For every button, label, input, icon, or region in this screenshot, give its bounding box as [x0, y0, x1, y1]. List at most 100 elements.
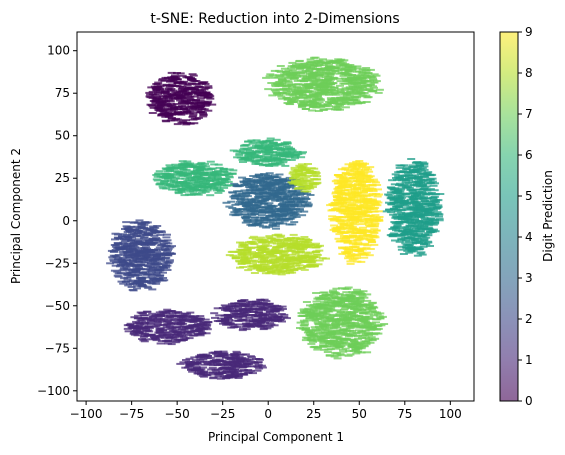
scatter-point: [295, 60, 304, 63]
scatter-point: [192, 365, 201, 368]
scatter-point: [336, 80, 345, 83]
scatter-point: [278, 214, 287, 217]
scatter-point: [231, 368, 240, 371]
scatter-point: [212, 370, 221, 373]
scatter-point: [280, 316, 289, 318]
scatter-point: [199, 189, 208, 192]
scatter-point: [274, 216, 283, 219]
scatter-point: [429, 223, 438, 226]
scatter-point: [265, 311, 274, 314]
scatter-point: [417, 169, 426, 172]
scatter-point: [155, 107, 164, 110]
scatter-point: [312, 68, 321, 71]
scatter-point: [206, 97, 215, 100]
scatter-point: [430, 189, 439, 192]
scatter-point: [340, 77, 349, 80]
scatter-point: [251, 201, 260, 204]
scatter-point: [336, 353, 345, 356]
scatter-point: [170, 75, 179, 78]
scatter-point: [178, 325, 187, 328]
scatter-point: [257, 201, 266, 204]
scatter-point: [216, 362, 225, 365]
scatter-point: [231, 353, 240, 356]
scatter-point: [251, 216, 259, 219]
scatter-point: [341, 63, 350, 66]
scatter-point: [204, 96, 213, 99]
scatter-point: [135, 238, 143, 241]
scatter-point: [281, 154, 290, 157]
scatter-point: [128, 236, 137, 239]
scatter-point: [282, 317, 291, 320]
scatter-point: [141, 333, 150, 336]
scatter-point: [391, 173, 400, 176]
scatter-point: [148, 105, 157, 108]
scatter-point: [299, 75, 307, 78]
scatter-point: [275, 221, 284, 224]
scatter-point: [358, 345, 367, 348]
scatter-point: [405, 251, 414, 254]
scatter-point: [139, 335, 148, 338]
scatter-point: [153, 175, 162, 178]
scatter-point: [282, 89, 291, 92]
scatter-point: [192, 176, 201, 179]
scatter-point: [275, 161, 284, 164]
scatter-point: [236, 150, 245, 153]
scatter-point: [406, 224, 415, 227]
scatter-point: [406, 198, 415, 201]
scatter-point: [274, 76, 283, 79]
scatter-point: [300, 210, 309, 213]
scatter-point: [336, 88, 345, 91]
scatter-point: [353, 85, 362, 88]
scatter-point: [246, 355, 255, 358]
scatter-point: [178, 120, 187, 123]
scatter-point: [165, 114, 174, 117]
scatter-point: [336, 89, 345, 92]
scatter-point: [260, 173, 269, 175]
scatter-point: [242, 194, 251, 196]
scatter-point: [428, 180, 437, 183]
scatter-point: [236, 198, 245, 200]
scatter-point: [343, 287, 352, 290]
scatter-point: [366, 304, 375, 306]
scatter-point: [222, 370, 231, 372]
scatter-point: [161, 115, 170, 118]
scatter-point: [197, 179, 206, 182]
scatter-point: [220, 170, 229, 173]
scatter-point: [358, 295, 367, 297]
scatter-point: [201, 190, 210, 193]
scatter-point: [406, 188, 415, 191]
scatter-point: [264, 144, 273, 147]
scatter-point: [416, 206, 425, 209]
scatter-point: [361, 74, 369, 77]
scatter-point: [326, 293, 335, 296]
scatter-point: [323, 340, 332, 343]
scatter-point: [112, 261, 120, 264]
scatter-point: [254, 145, 263, 148]
scatter-point: [280, 73, 289, 76]
scatter-point: [346, 329, 355, 332]
scatter-point: [147, 281, 156, 284]
scatter-point: [158, 240, 167, 242]
scatter-point: [365, 87, 374, 90]
scatter-point: [222, 376, 231, 379]
scatter-point: [163, 320, 171, 323]
scatter-point: [240, 216, 249, 219]
scatter-point: [268, 94, 277, 97]
scatter-point: [231, 197, 240, 200]
scatter-point: [179, 170, 188, 173]
scatter-point: [248, 151, 257, 154]
scatter-point: [164, 84, 173, 87]
scatter-point: [142, 246, 150, 249]
scatter-point: [303, 85, 312, 88]
scatter-point: [182, 91, 191, 94]
scatter-point: [225, 367, 234, 370]
scatter-point: [203, 360, 212, 363]
scatter-point: [434, 204, 443, 207]
scatter-point: [166, 165, 175, 168]
scatter-point: [413, 240, 422, 243]
scatter-point: [266, 137, 275, 140]
scatter-point: [234, 323, 243, 326]
scatter-point: [429, 198, 438, 201]
scatter-point: [342, 98, 351, 101]
scatter-point: [179, 336, 188, 339]
